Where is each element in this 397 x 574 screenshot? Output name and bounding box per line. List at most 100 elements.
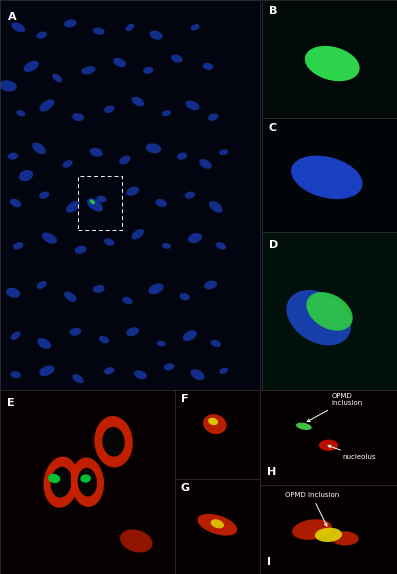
Ellipse shape (171, 55, 183, 63)
Ellipse shape (208, 418, 218, 425)
Ellipse shape (319, 440, 338, 451)
Ellipse shape (93, 28, 105, 35)
Ellipse shape (50, 467, 72, 498)
Ellipse shape (81, 66, 96, 75)
Ellipse shape (19, 170, 33, 181)
Ellipse shape (291, 156, 362, 199)
Ellipse shape (164, 363, 174, 370)
Ellipse shape (305, 46, 360, 81)
Ellipse shape (185, 192, 195, 199)
Ellipse shape (146, 144, 161, 153)
Ellipse shape (69, 328, 81, 336)
Text: C: C (269, 123, 277, 133)
Ellipse shape (93, 285, 105, 293)
Ellipse shape (87, 198, 103, 212)
Ellipse shape (211, 519, 224, 528)
Ellipse shape (80, 474, 91, 483)
Ellipse shape (104, 367, 114, 374)
Ellipse shape (99, 336, 109, 343)
Ellipse shape (126, 327, 139, 336)
Ellipse shape (52, 74, 62, 82)
Ellipse shape (179, 293, 190, 300)
Ellipse shape (64, 20, 77, 28)
Ellipse shape (203, 63, 213, 70)
Ellipse shape (216, 242, 226, 250)
Ellipse shape (62, 160, 73, 168)
Ellipse shape (177, 153, 187, 160)
Ellipse shape (66, 201, 80, 213)
Ellipse shape (296, 422, 312, 430)
Ellipse shape (39, 366, 54, 376)
Ellipse shape (208, 114, 218, 121)
Ellipse shape (8, 153, 18, 160)
Ellipse shape (120, 529, 152, 553)
Ellipse shape (6, 288, 20, 298)
Ellipse shape (211, 340, 221, 347)
Ellipse shape (72, 374, 84, 383)
Ellipse shape (90, 199, 95, 204)
Ellipse shape (143, 67, 153, 74)
Ellipse shape (157, 340, 166, 347)
Ellipse shape (191, 369, 204, 380)
Ellipse shape (90, 148, 103, 157)
Ellipse shape (126, 24, 134, 31)
Ellipse shape (64, 292, 76, 302)
Ellipse shape (32, 142, 46, 154)
Ellipse shape (75, 246, 87, 254)
Ellipse shape (315, 528, 342, 542)
Ellipse shape (150, 30, 162, 40)
Ellipse shape (162, 110, 171, 116)
Text: A: A (8, 11, 16, 22)
Ellipse shape (104, 238, 114, 246)
Ellipse shape (0, 80, 17, 91)
Ellipse shape (39, 192, 49, 199)
Ellipse shape (11, 22, 25, 32)
Ellipse shape (292, 519, 332, 540)
Text: OPMD
inclusion: OPMD inclusion (307, 393, 362, 421)
Ellipse shape (119, 156, 131, 164)
Text: OPMD inclusion: OPMD inclusion (285, 492, 339, 526)
Ellipse shape (219, 368, 228, 374)
Text: D: D (269, 241, 278, 250)
Ellipse shape (37, 32, 47, 39)
Ellipse shape (42, 232, 57, 244)
Ellipse shape (209, 201, 223, 213)
Ellipse shape (155, 199, 167, 207)
Ellipse shape (44, 456, 79, 508)
Ellipse shape (199, 159, 212, 169)
Ellipse shape (188, 233, 202, 243)
Ellipse shape (191, 24, 200, 30)
Ellipse shape (102, 427, 125, 457)
Ellipse shape (72, 113, 84, 121)
Bar (78, 176, 122, 230)
Text: G: G (181, 483, 190, 493)
Ellipse shape (197, 514, 237, 536)
Ellipse shape (24, 61, 39, 72)
Ellipse shape (286, 290, 351, 346)
Ellipse shape (219, 149, 228, 155)
Ellipse shape (132, 229, 144, 239)
Ellipse shape (306, 292, 353, 331)
Ellipse shape (78, 468, 97, 497)
Ellipse shape (48, 474, 60, 483)
Text: E: E (7, 398, 15, 408)
Ellipse shape (162, 243, 171, 249)
Ellipse shape (203, 414, 227, 434)
Text: nucleolus: nucleolus (328, 445, 376, 460)
Ellipse shape (183, 330, 197, 341)
Ellipse shape (94, 416, 133, 467)
Ellipse shape (113, 58, 126, 67)
Ellipse shape (122, 297, 133, 304)
Ellipse shape (16, 110, 25, 117)
Ellipse shape (134, 370, 147, 379)
Ellipse shape (104, 106, 114, 113)
Ellipse shape (148, 284, 164, 294)
Ellipse shape (10, 371, 21, 378)
Ellipse shape (331, 532, 358, 545)
Text: F: F (181, 394, 188, 404)
Ellipse shape (96, 196, 107, 203)
Ellipse shape (131, 96, 144, 106)
Text: I: I (267, 557, 271, 567)
Ellipse shape (126, 187, 139, 196)
Text: B: B (269, 6, 277, 16)
